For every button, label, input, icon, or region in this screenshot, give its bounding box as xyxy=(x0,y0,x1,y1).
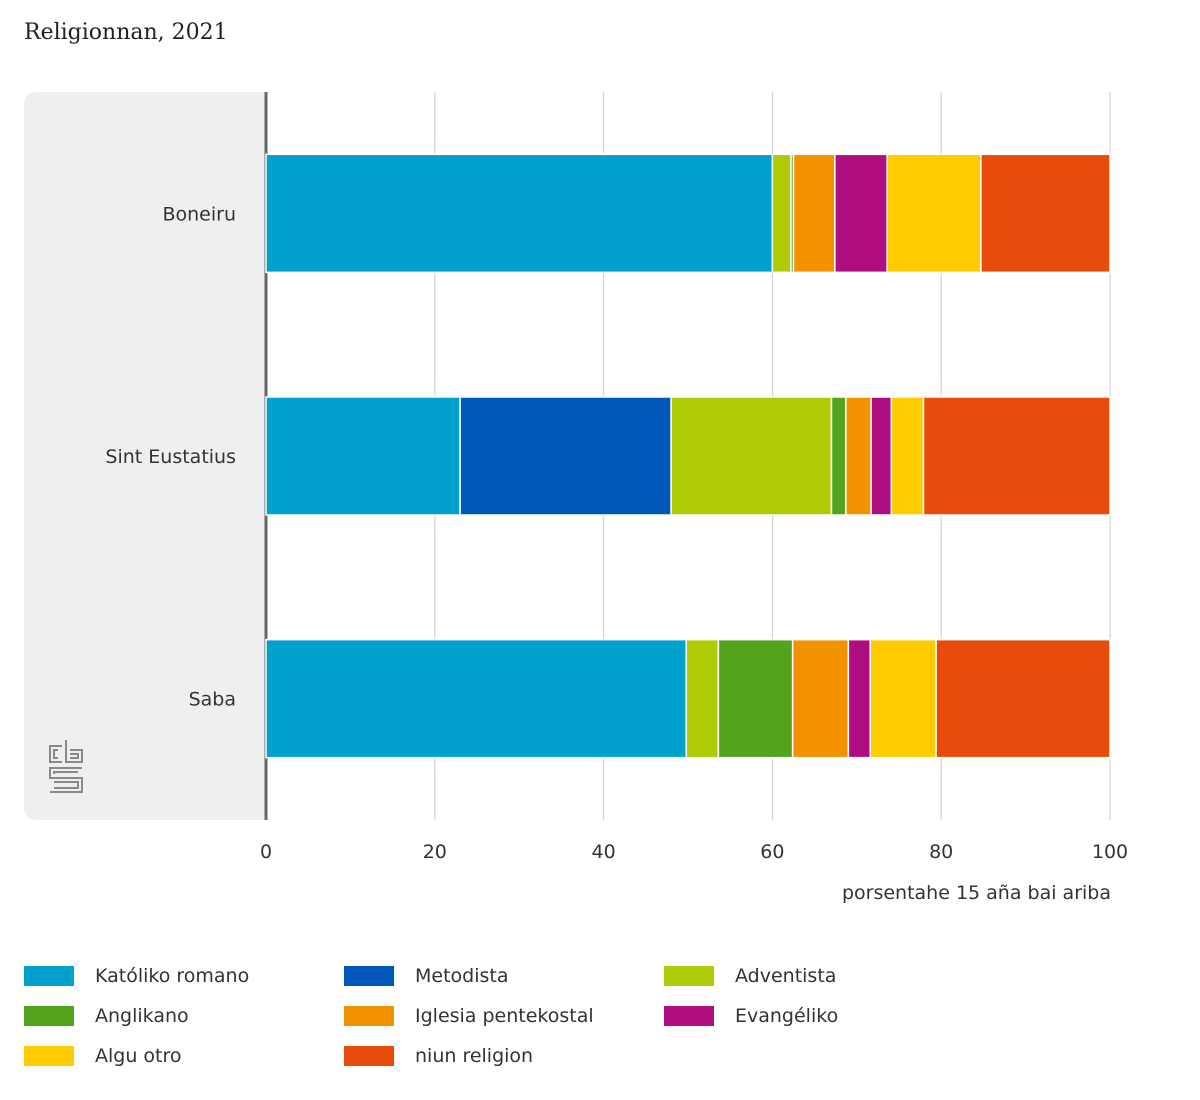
legend-item: Adventista xyxy=(664,958,836,994)
bar-segment xyxy=(886,153,982,274)
bar-segment xyxy=(771,153,792,274)
legend-item: Algu otro xyxy=(24,1038,182,1074)
legend-swatch xyxy=(664,966,714,986)
bar-segment xyxy=(685,638,720,759)
bar-segment xyxy=(845,396,872,516)
bar-segment xyxy=(265,153,774,274)
legend-swatch xyxy=(24,1006,74,1026)
bar-segment xyxy=(870,396,893,516)
bar-segment xyxy=(265,638,688,759)
legend-label: Adventista xyxy=(735,965,837,987)
cbs-logo xyxy=(49,740,83,793)
bar-segment xyxy=(834,153,888,274)
legend-item: Katóliko romano xyxy=(24,958,249,994)
legend-label: Anglikano xyxy=(95,1005,189,1027)
x-axis-label: porsentahe 15 aña bai ariba xyxy=(842,882,1111,904)
legend-swatch xyxy=(24,1046,74,1066)
bar-segment xyxy=(980,153,1111,274)
category-label: Boneiru xyxy=(162,203,236,225)
legend-swatch xyxy=(664,1006,714,1026)
legend-item: niun religion xyxy=(344,1038,533,1074)
x-tick-label: 20 xyxy=(423,841,447,863)
bar-segment xyxy=(670,396,833,516)
bar-segment xyxy=(922,396,1111,516)
x-tick-label: 80 xyxy=(929,841,953,863)
legend-swatch xyxy=(344,1006,394,1026)
bar-segment xyxy=(869,638,937,759)
bar-segment xyxy=(717,638,794,759)
x-tick-label: 60 xyxy=(760,841,784,863)
legend-item: Metodista xyxy=(344,958,509,994)
legend-label: Algu otro xyxy=(95,1045,182,1067)
legend-item: Anglikano xyxy=(24,998,189,1034)
legend-item: Iglesia pentekostal xyxy=(344,998,594,1034)
logo-c xyxy=(49,745,62,763)
bar-segment xyxy=(830,396,847,516)
legend-swatch xyxy=(24,966,74,986)
legend-item: Evangéliko xyxy=(664,998,838,1034)
legend-swatch xyxy=(344,966,394,986)
logo-b xyxy=(65,740,83,763)
legend-label: niun religion xyxy=(415,1045,534,1067)
category-panel xyxy=(24,92,278,820)
x-tick-label: 0 xyxy=(260,841,272,863)
legend-label: Evangéliko xyxy=(735,1005,839,1027)
legend-label: Iglesia pentekostal xyxy=(415,1005,594,1027)
logo-b-inner xyxy=(70,753,79,759)
chart-title: Religionnan, 2021 xyxy=(24,20,228,45)
x-tick-label: 100 xyxy=(1092,841,1128,863)
bar-segment xyxy=(459,396,672,516)
logo-c-inner xyxy=(53,749,58,759)
bar-segment xyxy=(791,638,850,759)
bar-segment xyxy=(935,638,1111,759)
bar-segment xyxy=(265,396,461,516)
bar-segment xyxy=(792,153,836,274)
legend-label: Katóliko romano xyxy=(95,965,250,987)
category-label: Sint Eustatius xyxy=(105,446,236,468)
legend-swatch xyxy=(344,1046,394,1066)
bar-segment xyxy=(847,638,872,759)
legend-label: Metodista xyxy=(415,965,509,987)
logo-s xyxy=(49,767,83,793)
logo-s-inner xyxy=(53,771,79,789)
x-tick-label: 40 xyxy=(592,841,616,863)
bar-segment xyxy=(890,396,925,516)
category-label: Saba xyxy=(189,689,236,711)
